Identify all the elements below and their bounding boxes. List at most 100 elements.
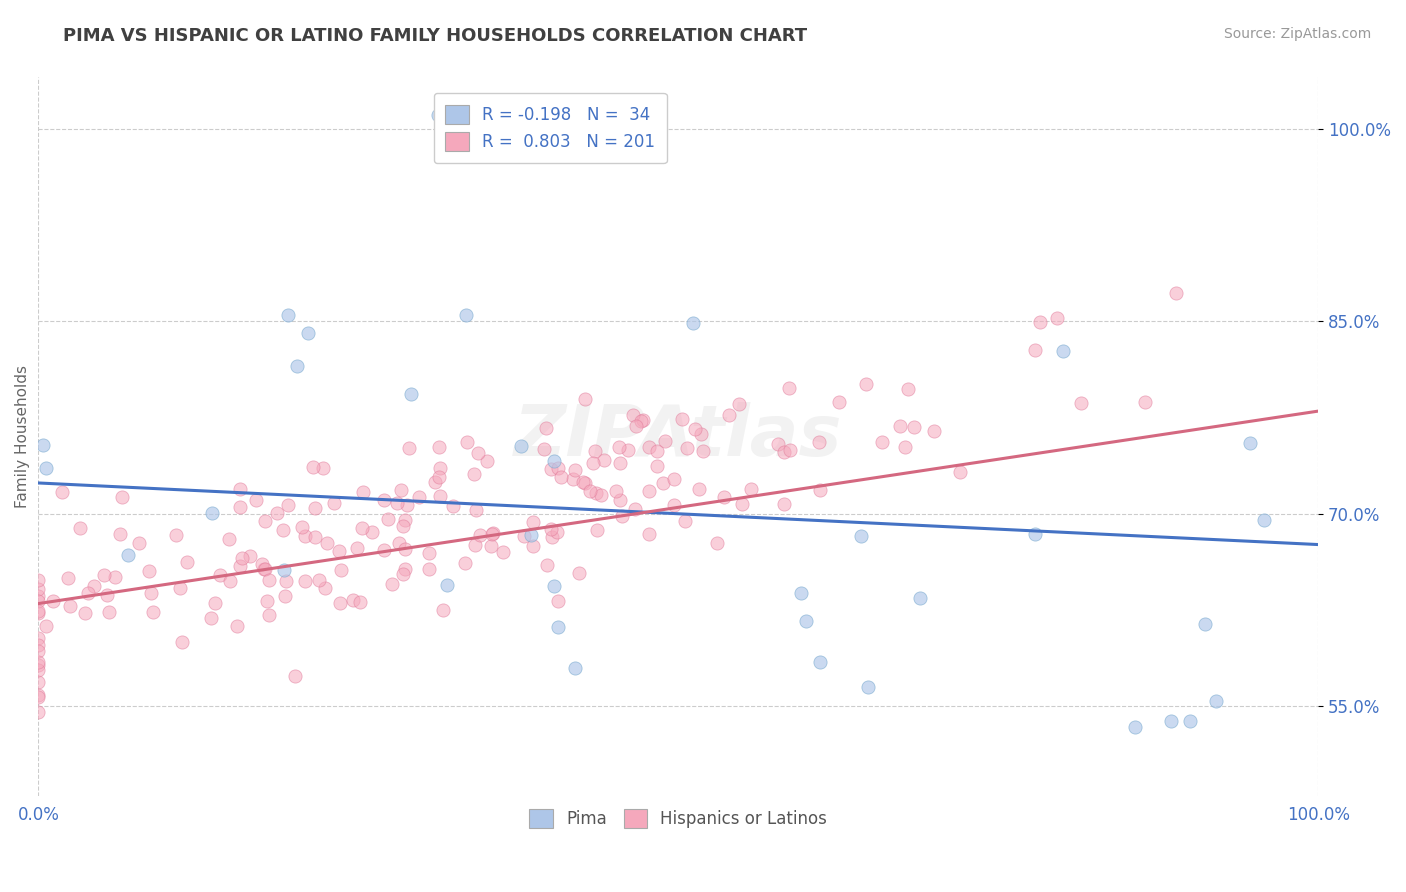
Point [808, 483, 831, 497]
Point [377, 512, 399, 526]
Point [27, 657, 49, 672]
Point [256, 594, 278, 608]
Point [297, 326, 319, 341]
Point [790, 586, 813, 600]
Point [582, 456, 605, 470]
Point [662, 498, 685, 512]
Point [682, 316, 704, 330]
Point [389, 483, 412, 497]
Point [572, 475, 595, 490]
Point [257, 573, 280, 587]
Point [76, 586, 98, 600]
Point [209, 568, 232, 582]
Point [479, 539, 502, 553]
Point [391, 566, 413, 581]
Point [294, 529, 316, 543]
Point [609, 456, 631, 470]
Point [779, 443, 801, 458]
Point [395, 498, 418, 512]
Point [266, 506, 288, 520]
Point [27, 655, 49, 669]
Point [361, 524, 384, 539]
Point [342, 593, 364, 607]
Point [808, 655, 831, 669]
Point [851, 529, 873, 543]
Point [346, 541, 368, 555]
Point [889, 419, 911, 434]
Point [176, 555, 198, 569]
Point [463, 467, 485, 482]
Point [1205, 694, 1227, 708]
Point [229, 500, 252, 515]
Point [897, 382, 920, 396]
Point [27, 631, 49, 645]
Point [717, 408, 740, 422]
Point [27, 604, 49, 618]
Point [394, 542, 416, 557]
Point [304, 501, 326, 516]
Point [432, 603, 454, 617]
Point [254, 562, 277, 576]
Point [108, 527, 131, 541]
Point [651, 475, 673, 490]
Point [257, 608, 280, 623]
Point [75, 607, 97, 621]
Point [624, 419, 647, 434]
Point [688, 482, 710, 496]
Point [522, 540, 544, 554]
Point [245, 493, 267, 508]
Point [1194, 616, 1216, 631]
Point [27, 573, 49, 587]
Point [111, 490, 134, 504]
Point [908, 591, 931, 605]
Point [373, 542, 395, 557]
Point [949, 465, 972, 479]
Point [543, 579, 565, 593]
Point [304, 530, 326, 544]
Point [546, 525, 568, 540]
Text: PIMA VS HISPANIC OR LATINO FAMILY HOUSEHOLDS CORRELATION CHART: PIMA VS HISPANIC OR LATINO FAMILY HOUSEH… [63, 27, 807, 45]
Point [533, 442, 555, 456]
Point [169, 581, 191, 595]
Point [768, 437, 790, 451]
Point [728, 397, 751, 411]
Point [564, 462, 586, 476]
Point [35, 619, 58, 633]
Point [547, 620, 569, 634]
Point [394, 562, 416, 576]
Point [593, 453, 616, 467]
Point [454, 308, 477, 322]
Point [401, 387, 423, 401]
Point [165, 528, 187, 542]
Point [585, 486, 607, 500]
Point [302, 460, 325, 475]
Point [104, 570, 127, 584]
Point [1160, 714, 1182, 728]
Point [794, 614, 817, 628]
Point [547, 461, 569, 475]
Point [391, 518, 413, 533]
Point [512, 529, 534, 543]
Point [284, 668, 307, 682]
Point [675, 514, 697, 528]
Point [56, 571, 79, 585]
Point [1166, 286, 1188, 301]
Point [98, 605, 121, 619]
Point [408, 490, 430, 504]
Point [1180, 714, 1202, 728]
Point [827, 395, 849, 409]
Point [922, 424, 945, 438]
Point [589, 488, 612, 502]
Point [574, 392, 596, 407]
Point [349, 594, 371, 608]
Point [467, 446, 489, 460]
Point [637, 440, 659, 454]
Point [427, 470, 450, 484]
Point [1133, 395, 1156, 409]
Point [83, 578, 105, 592]
Point [624, 502, 647, 516]
Point [605, 483, 627, 498]
Point [219, 574, 242, 588]
Point [250, 557, 273, 571]
Point [27, 644, 49, 658]
